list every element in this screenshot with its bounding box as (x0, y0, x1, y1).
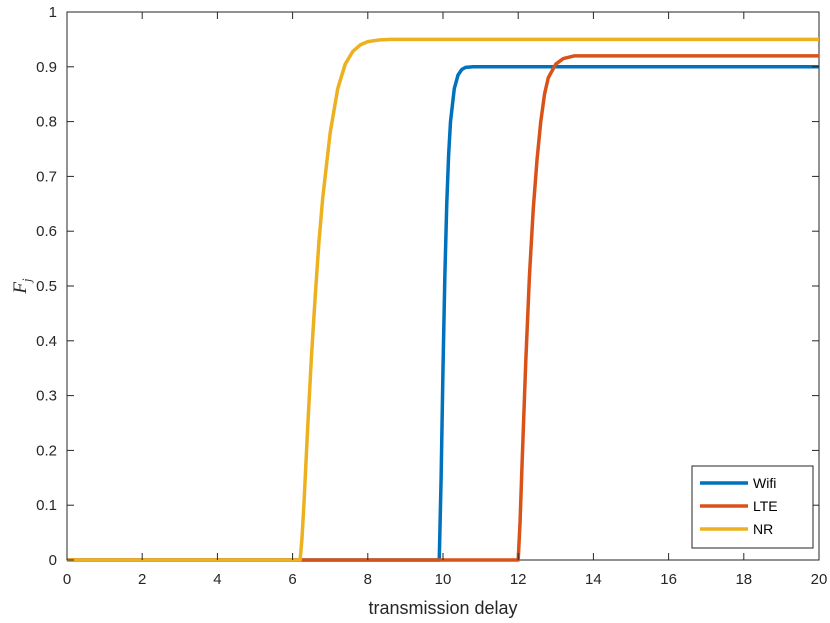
x-tick-label: 4 (213, 571, 221, 588)
legend-label-nr: NR (753, 521, 773, 537)
y-tick-label: 0.8 (36, 114, 57, 131)
legend: Wifi LTE NR (691, 465, 814, 549)
y-tick-label: 0.1 (36, 497, 57, 514)
y-tick-label: 0.6 (36, 223, 57, 240)
y-axis-label-main: F (10, 282, 31, 295)
x-tick-label: 6 (288, 571, 296, 588)
y-tick-label: 0 (49, 552, 57, 569)
x-tick-label: 8 (364, 571, 372, 588)
legend-label-lte: LTE (753, 498, 778, 514)
x-tick-label: 0 (63, 571, 71, 588)
series-line-lte (67, 54, 819, 562)
series-line-nr (67, 37, 819, 562)
x-tick-label: 20 (811, 571, 828, 588)
x-tick-label: 18 (735, 571, 752, 588)
x-axis-label: transmission delay (368, 598, 517, 618)
legend-label-wifi: Wifi (753, 475, 776, 491)
x-tick-label: 2 (138, 571, 146, 588)
y-tick-label: 0.4 (36, 333, 57, 350)
y-axis-label: Fj (10, 278, 34, 295)
y-tick-label: 0.7 (36, 168, 57, 185)
y-tick-label: 0.9 (36, 59, 57, 76)
y-tick-label: 0.5 (36, 278, 57, 295)
y-tick-label: 1 (49, 4, 57, 21)
y-axis-label-subscript: j (19, 278, 34, 284)
x-tick-label: 12 (510, 571, 527, 588)
y-tick-label: 0.2 (36, 442, 57, 459)
series-line-wifi (67, 65, 819, 562)
x-tick-label: 14 (585, 571, 602, 588)
x-tick-label: 16 (660, 571, 677, 588)
y-tick-label: 0.3 (36, 388, 57, 405)
tick-layer: 0 2 4 6 8 10 12 14 16 18 20 0 0.1 0.2 0.3 0.4 0.5 0.6 0.7 0… (36, 4, 827, 588)
plot-area: 0 2 4 6 8 10 12 14 16 18 20 0 0.1 0.2 0.3 0.4 0.5 0.6 0.7 0… (36, 4, 827, 588)
series-layer (67, 37, 819, 562)
x-tick-label: 10 (435, 571, 452, 588)
